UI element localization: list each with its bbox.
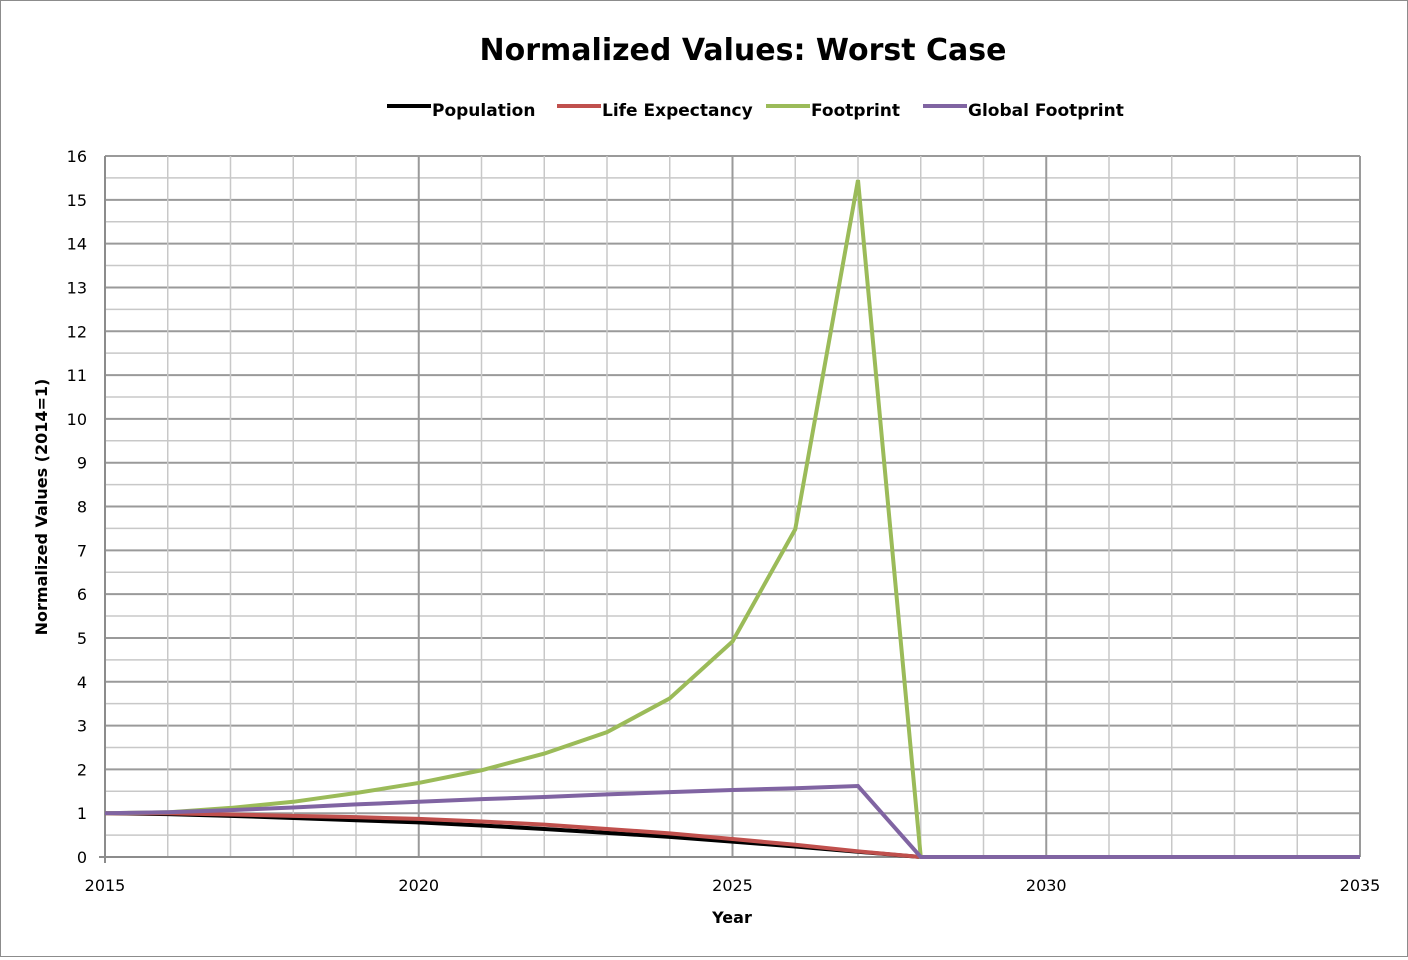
y-tick-label: 12 — [67, 322, 87, 341]
y-tick-label: 10 — [67, 410, 87, 429]
y-tick-label: 8 — [77, 498, 87, 517]
y-tick-label: 16 — [67, 147, 87, 166]
legend: Population Life Expectancy Footprint Global… — [387, 101, 1124, 121]
y-tick-label: 1 — [77, 804, 87, 823]
y-tick-label: 11 — [67, 366, 87, 385]
y-tick-label: 0 — [77, 848, 87, 867]
x-tick-label: 2025 — [712, 876, 753, 895]
x-tick-label: 2015 — [85, 876, 126, 895]
series-lines — [104, 179, 1360, 859]
y-tick-label: 14 — [67, 235, 87, 254]
x-tick-label: 2020 — [398, 876, 439, 895]
legend-label-footprint: Footprint — [811, 101, 900, 121]
legend-label-life-expectancy: Life Expectancy — [602, 101, 753, 121]
x-axis-label: Year — [711, 908, 752, 927]
grid — [99, 155, 1361, 863]
chart-title: Normalized Values: Worst Case — [480, 33, 1007, 68]
y-tick-label: 5 — [77, 629, 87, 648]
y-tick-label: 3 — [77, 717, 87, 736]
y-tick-label: 4 — [77, 673, 87, 692]
x-tick-label: 2030 — [1026, 876, 1067, 895]
y-tick-label: 6 — [77, 585, 87, 604]
legend-label-population: Population — [432, 101, 535, 121]
y-tick-label: 13 — [67, 278, 87, 297]
y-axis-label: Normalized Values (2014=1) — [32, 379, 51, 636]
y-tick-label: 9 — [77, 454, 87, 473]
y-tick-label: 7 — [77, 541, 87, 560]
legend-label-global-footprint: Global Footprint — [968, 101, 1124, 121]
y-tick-label: 2 — [77, 760, 87, 779]
y-tick-label: 15 — [67, 191, 87, 210]
series-line-global-footprint — [104, 783, 1360, 859]
x-tick-label: 2035 — [1340, 876, 1381, 895]
